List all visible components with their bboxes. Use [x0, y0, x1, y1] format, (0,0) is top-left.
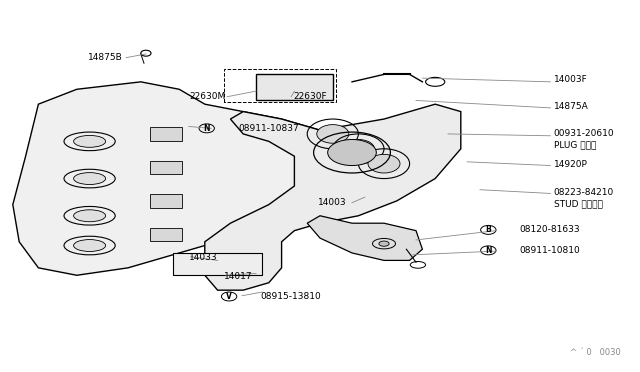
Text: ^ ´ 0   0030: ^ ´ 0 0030: [570, 348, 621, 357]
Text: 14875A: 14875A: [554, 102, 588, 110]
Text: 08911-10810: 08911-10810: [520, 246, 580, 255]
Text: N: N: [485, 246, 492, 255]
Polygon shape: [205, 104, 461, 290]
Ellipse shape: [368, 154, 400, 173]
Polygon shape: [173, 253, 262, 275]
Ellipse shape: [74, 173, 106, 185]
Text: N: N: [204, 124, 210, 133]
Text: 14003: 14003: [318, 198, 347, 207]
Ellipse shape: [342, 140, 374, 158]
Text: V: V: [226, 292, 232, 301]
Text: 22630M: 22630M: [189, 92, 225, 101]
Text: STUD スタッド: STUD スタッド: [554, 199, 602, 208]
Text: B: B: [486, 225, 491, 234]
Polygon shape: [307, 216, 422, 260]
Text: 14033: 14033: [189, 253, 218, 262]
Text: 08223-84210: 08223-84210: [554, 188, 614, 197]
Ellipse shape: [74, 240, 106, 251]
Ellipse shape: [74, 135, 106, 147]
Ellipse shape: [379, 241, 389, 246]
Text: 14920P: 14920P: [554, 160, 588, 169]
Text: 22630F: 22630F: [293, 92, 327, 101]
Text: 14017: 14017: [224, 272, 253, 280]
Polygon shape: [150, 228, 182, 241]
Text: 08120-81633: 08120-81633: [520, 225, 580, 234]
Text: 00931-20610: 00931-20610: [554, 129, 614, 138]
Text: 08911-10837: 08911-10837: [238, 124, 299, 133]
Text: 14003F: 14003F: [554, 76, 588, 84]
Text: 14875B: 14875B: [88, 53, 123, 62]
Polygon shape: [150, 194, 182, 208]
Text: PLUG プラグ: PLUG プラグ: [554, 141, 596, 150]
Polygon shape: [150, 161, 182, 174]
Ellipse shape: [317, 125, 349, 143]
Text: 08915-13810: 08915-13810: [260, 292, 321, 301]
Polygon shape: [13, 82, 333, 275]
Polygon shape: [150, 127, 182, 141]
Polygon shape: [256, 74, 333, 100]
Ellipse shape: [328, 140, 376, 166]
Ellipse shape: [74, 210, 106, 222]
